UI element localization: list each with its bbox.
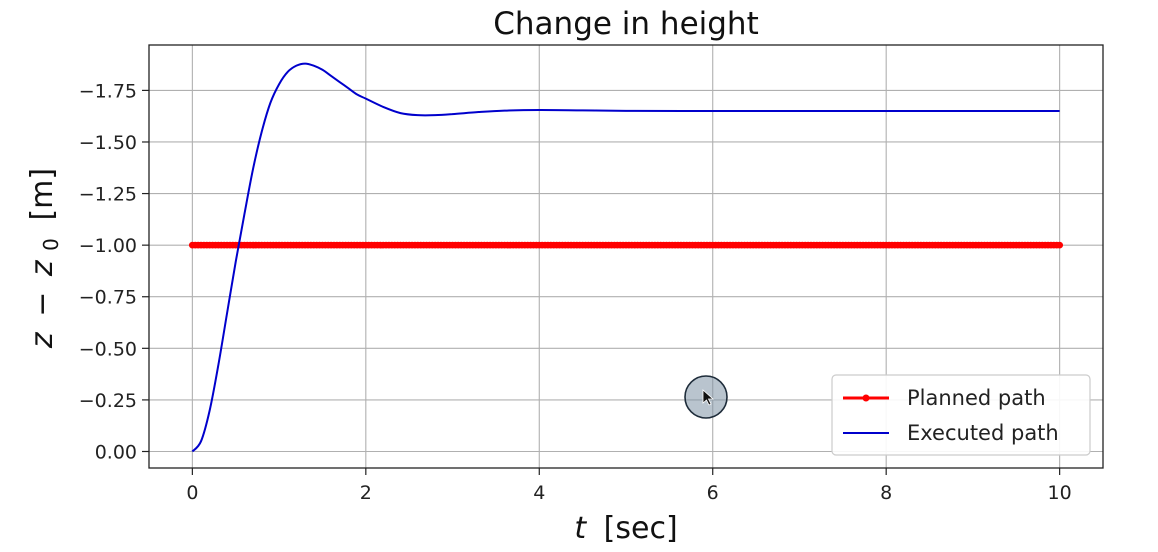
- y-axis-var: z: [25, 331, 60, 349]
- planned-path-point: [1056, 241, 1064, 249]
- cursor-click-indicator-icon: [684, 375, 728, 419]
- x-tick-label: 2: [360, 482, 372, 504]
- y-tick-label: −1.25: [79, 184, 137, 206]
- x-tick-label: 6: [707, 482, 719, 504]
- legend: Planned path Executed path: [831, 374, 1091, 456]
- x-tick-label: 0: [186, 482, 198, 504]
- y-tick-label: −0.50: [79, 338, 137, 360]
- y-tick-label: −1.75: [79, 80, 137, 102]
- y-tick-label: −1.50: [79, 132, 137, 154]
- y-axis-sub-base: z: [25, 259, 60, 277]
- y-axis-subscript: 0: [39, 238, 63, 251]
- axis-ticks: 0 2 4 6 8 10 0.00 −0.25 −0.50 −0.75 −1.00 −1.25 −1.5…: [79, 80, 1072, 504]
- chart-title: Change in height: [493, 6, 758, 42]
- y-tick-label: 0.00: [95, 441, 137, 463]
- series-executed-path: [191, 62, 1060, 453]
- series-planned-path: [188, 241, 1064, 249]
- y-axis-label: z − z 0 [m]: [25, 168, 66, 349]
- legend-marker-planned: [862, 394, 870, 402]
- legend-label-executed: Executed path: [907, 421, 1059, 445]
- legend-label-planned: Planned path: [907, 386, 1046, 410]
- y-tick-label: −0.25: [79, 390, 137, 412]
- legend-box: [831, 374, 1091, 456]
- y-axis-unit: [m]: [25, 168, 60, 221]
- series: [188, 62, 1064, 453]
- x-axis-var: t: [574, 511, 587, 546]
- y-axis-minus: −: [25, 292, 60, 317]
- plot-area: [148, 44, 1104, 469]
- x-tick-label: 10: [1048, 482, 1072, 504]
- y-tick-label: −1.00: [79, 235, 137, 257]
- x-tick-label: 8: [880, 482, 892, 504]
- y-tick-label: −0.75: [79, 287, 137, 309]
- x-axis-label: t [sec]: [574, 511, 677, 546]
- x-axis-unit: [sec]: [604, 511, 678, 546]
- x-tick-label: 4: [533, 482, 545, 504]
